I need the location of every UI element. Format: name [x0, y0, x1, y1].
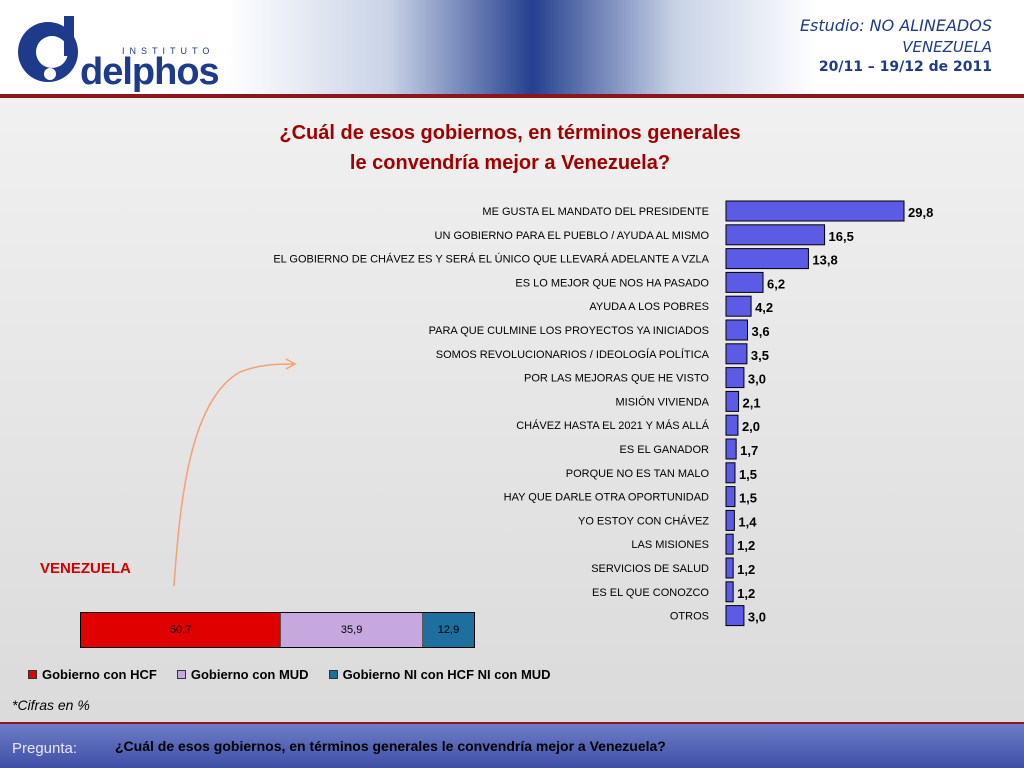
value-label-3: 6,2 — [767, 276, 785, 291]
chart-title: ¿Cuál de esos gobiernos, en términos gen… — [180, 118, 840, 178]
category-label-1: UN GOBIERNO PARA EL PUEBLO / AYUDA AL MI… — [435, 230, 710, 242]
value-label-7: 3,0 — [748, 372, 766, 387]
category-label-10: ES EL GANADOR — [620, 444, 710, 456]
value-label-12: 1,5 — [739, 491, 757, 506]
bar-6 — [725, 343, 748, 365]
delphos-logo-icon — [18, 16, 78, 82]
category-label-2: EL GOBIERNO DE CHÁVEZ ES Y SERÁ EL ÚNICO… — [273, 253, 709, 266]
legend-item-0: Gobierno con HCF — [28, 667, 157, 682]
bar-11 — [725, 462, 736, 484]
value-label-17: 3,0 — [748, 610, 766, 625]
category-label-6: SOMOS REVOLUCIONARIOS / IDEOLOGÍA POLÍTI… — [436, 348, 710, 361]
category-label-4: AYUDA A LOS POBRES — [589, 301, 709, 313]
category-label-7: POR LAS MEJORAS QUE HE VISTO — [524, 373, 709, 385]
category-label-11: PORQUE NO ES TAN MALO — [566, 468, 710, 480]
logo-wordmark: delphos — [80, 51, 220, 93]
footer-question: ¿Cuál de esos gobiernos, en términos gen… — [115, 738, 666, 754]
study-dates: 20/11 – 19/12 de 2011 — [818, 59, 992, 75]
stack-segment-1: 35,9 — [281, 613, 424, 647]
header-banner — [0, 0, 1024, 94]
study-country: VENEZUELA — [902, 38, 992, 56]
value-label-0: 29,8 — [908, 205, 933, 220]
bar-16 — [725, 581, 734, 603]
chart-title-line1: ¿Cuál de esos gobiernos, en términos gen… — [279, 122, 741, 144]
value-label-5: 3,6 — [752, 324, 770, 339]
category-label-8: MISIÓN VIVIENDA — [615, 395, 709, 408]
stacked-bar: 50,7 35,9 12,9 — [80, 612, 475, 648]
bar-13 — [725, 509, 735, 531]
footer-bar: Pregunta: ¿Cuál de esos gobiernos, en té… — [0, 722, 1024, 768]
bar-5 — [725, 319, 749, 341]
bar-4 — [725, 295, 752, 317]
header-divider — [0, 94, 1024, 98]
value-label-10: 1,7 — [740, 443, 758, 458]
legend-swatch-2 — [328, 670, 338, 679]
legend-label-2: Gobierno NI con HCF NI con MUD — [342, 667, 551, 682]
bar-12 — [725, 486, 736, 508]
bar-0 — [725, 200, 905, 222]
value-label-9: 2,0 — [742, 419, 760, 434]
study-prefix: Estudio: — [799, 16, 865, 35]
bar-15 — [725, 557, 734, 579]
annotation-arrowhead — [285, 358, 297, 370]
legend-label-0: Gobierno con HCF — [42, 667, 157, 682]
bar-1 — [725, 224, 826, 246]
category-label-5: PARA QUE CULMINE LOS PROYECTOS YA INICIA… — [429, 325, 709, 337]
value-label-15: 1,2 — [737, 562, 755, 577]
legend-label-1: Gobierno con MUD — [190, 667, 309, 682]
category-label-3: ES LO MEJOR QUE NOS HA PASADO — [515, 277, 709, 289]
stack-segment-2: 12,9 — [423, 613, 474, 647]
value-label-8: 2,1 — [743, 395, 761, 410]
value-label-2: 13,8 — [812, 253, 837, 268]
study-name: NO ALINEADOS — [869, 16, 992, 35]
category-label-13: YO ESTOY CON CHÁVEZ — [578, 514, 709, 527]
value-label-11: 1,5 — [739, 467, 757, 482]
bar-14 — [725, 533, 734, 555]
category-label-0: ME GUSTA EL MANDATO DEL PRESIDENTE — [482, 206, 709, 218]
value-label-13: 1,4 — [738, 514, 757, 529]
annotation-arrow — [173, 363, 295, 587]
value-label-4: 4,2 — [755, 300, 773, 315]
stack-segment-0: 50,7 — [81, 613, 282, 647]
delphos-logo: INSTITUTO delphos — [14, 14, 234, 93]
bar-10 — [725, 438, 737, 460]
legend-item-2: Gobierno NI con HCF NI con MUD — [328, 667, 551, 682]
value-label-1: 16,5 — [829, 229, 854, 244]
value-label-16: 1,2 — [737, 586, 755, 601]
category-label-14: LAS MISIONES — [631, 539, 709, 551]
category-label-16: ES EL QUE CONOZCO — [592, 587, 709, 599]
bar-3 — [725, 271, 764, 293]
legend-swatch-0 — [28, 670, 37, 679]
value-label-14: 1,2 — [737, 538, 755, 553]
footnote: *Cifras en % — [12, 697, 90, 713]
logo-instituto-text: INSTITUTO — [122, 46, 215, 56]
chart-title-line2: le convendría mejor a Venezuela? — [349, 152, 671, 174]
bar-2 — [725, 248, 809, 270]
legend-swatch-1 — [176, 670, 186, 679]
bar-8 — [725, 390, 740, 412]
category-label-15: SERVICIOS DE SALUD — [591, 563, 709, 575]
study-info: Estudio: NO ALINEADOS VENEZUELA 20/11 – … — [800, 16, 992, 75]
value-label-6: 3,5 — [751, 348, 769, 363]
footer-label: Pregunta: — [12, 740, 78, 757]
stack-title: VENEZUELA — [40, 560, 131, 577]
study-title: Estudio: NO ALINEADOS — [800, 16, 992, 35]
legend: Gobierno con HCF Gobierno con MUD Gobierno… — [28, 667, 551, 682]
category-label-9: CHÁVEZ HASTA EL 2021 Y MÁS ALLÁ — [516, 419, 709, 432]
bar-9 — [725, 414, 739, 436]
category-label-12: HAY QUE DARLE OTRA OPORTUNIDAD — [504, 492, 709, 504]
bar-7 — [725, 367, 745, 389]
legend-item-1: Gobierno con MUD — [176, 667, 309, 682]
category-label-17: OTROS — [670, 611, 709, 623]
reasons-bar-chart: ME GUSTA EL MANDATO DEL PRESIDENTE 29,8 UN… — [173, 200, 933, 627]
bar-17 — [725, 605, 745, 627]
